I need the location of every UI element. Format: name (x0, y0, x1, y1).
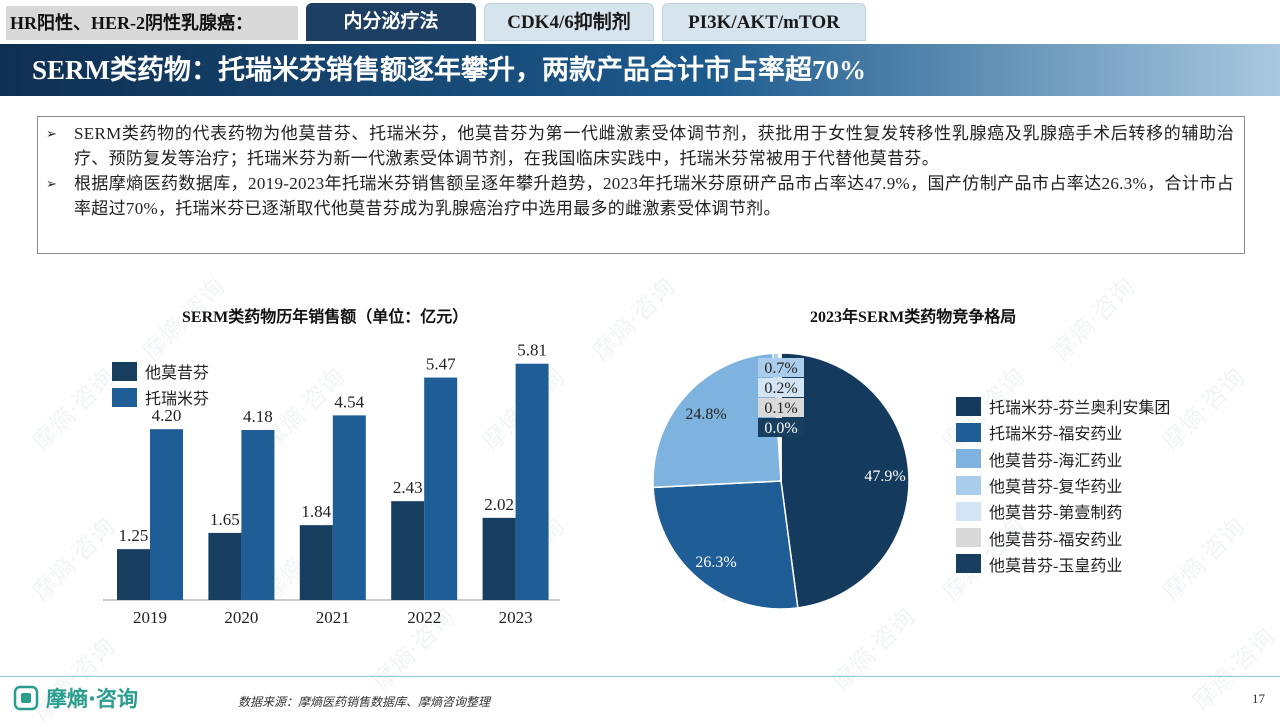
legend-swatch (956, 554, 981, 574)
bar-value-label: 1.65 (210, 510, 240, 529)
bar-value-label: 1.25 (119, 526, 149, 545)
legend-item: 他莫昔芬-第壹制药 (956, 498, 1170, 524)
pie-slice (652, 480, 799, 610)
tab-pi3k-akt-mtor[interactable]: PI3K/AKT/mTOR (662, 3, 866, 41)
pie-chart-title: 2023年SERM类药物竞争格局 (810, 309, 1017, 326)
legend-swatch (956, 528, 981, 548)
bar (117, 549, 150, 600)
legend-swatch (112, 387, 137, 407)
legend-swatch (956, 422, 981, 442)
pie-label-box (758, 398, 804, 417)
pie-value-label: 0.1% (764, 400, 797, 417)
bar (208, 532, 242, 600)
legend-swatch (956, 396, 981, 416)
tab-cdk46-inhibitors[interactable]: CDK4/6抑制剂 (484, 3, 654, 41)
x-tick-label: 2020 (224, 608, 258, 627)
bar (482, 517, 516, 600)
bar-value-label: 4.54 (334, 392, 364, 411)
pie-value-label: 0.0% (764, 420, 797, 437)
bar (299, 525, 333, 600)
legend-item: 托瑞米芬 (112, 384, 209, 410)
top-tab-bar: HR阳性、HER-2阴性乳腺癌： 内分泌疗法 CDK4/6抑制剂 PI3K/AK… (0, 0, 1280, 44)
section-category-label: HR阳性、HER-2阴性乳腺癌： (6, 6, 298, 40)
legend-item: 他莫昔芬 (112, 358, 209, 384)
bar (515, 363, 549, 600)
legend-label: 托瑞米芬-福安药业 (989, 426, 1123, 444)
pie-label-box (758, 378, 804, 397)
summary-point: ➢ 根据摩熵医药数据库，2019-2023年托瑞米芬销售额呈逐年攀升趋势，202… (46, 171, 1234, 221)
summary-point: ➢ SERM类药物的代表药物为他莫昔芬、托瑞米芬，他莫昔芬为第一代雌激素受体调节… (46, 121, 1234, 171)
pie-slice (652, 352, 782, 489)
legend-label: 他莫昔芬-海汇药业 (989, 452, 1123, 470)
legend-swatch (956, 475, 981, 495)
logo-icon (13, 685, 39, 711)
pie-value-label: 47.9% (864, 468, 905, 485)
bar-value-label: 1.84 (301, 502, 331, 521)
legend-swatch (956, 449, 981, 469)
pie-label-box (758, 358, 804, 377)
legend-label: 他莫昔芬-福安药业 (989, 531, 1123, 549)
x-tick-label: 2019 (133, 608, 167, 627)
bar (332, 415, 366, 600)
legend-label: 他莫昔芬-复华药业 (989, 479, 1123, 497)
legend-label: 他莫昔芬-玉皇药业 (989, 557, 1123, 575)
summary-point-text: SERM类药物的代表药物为他莫昔芬、托瑞米芬，他莫昔芬为第一代雌激素受体调节剂，… (74, 124, 1234, 168)
x-tick-label: 2022 (407, 608, 441, 627)
pie-value-label: 26.3% (695, 554, 736, 571)
summary-box: ➢ SERM类药物的代表药物为他莫昔芬、托瑞米芬，他莫昔芬为第一代雌激素受体调节… (37, 116, 1245, 254)
legend-item: 他莫昔芬-复华药业 (956, 472, 1170, 498)
pie-value-label: 24.8% (685, 406, 726, 423)
legend-label: 他莫昔芬-第壹制药 (989, 505, 1123, 523)
title-banner: SERM类药物：托瑞米芬销售额逐年攀升，两款产品合计市占率超70% (0, 44, 1280, 96)
bar-value-label: 4.18 (243, 407, 273, 426)
pie-value-label: 0.2% (764, 380, 797, 397)
bar-value-label: 5.47 (426, 355, 456, 374)
bar (391, 501, 425, 600)
page-title: SERM类药物：托瑞米芬销售额逐年攀升，两款产品合计市占率超70% (32, 55, 867, 85)
bar-chart-legend: 他莫昔芬 托瑞米芬 (112, 358, 209, 410)
x-tick-label: 2023 (499, 608, 533, 627)
legend-item: 他莫昔芬-玉皇药业 (956, 551, 1170, 577)
pie-chart-legend: 托瑞米芬-芬兰奥利安集团 托瑞米芬-福安药业 他莫昔芬-海汇药业 他莫昔芬-复华药业他… (956, 393, 1170, 577)
legend-swatch (112, 361, 137, 381)
bar (424, 377, 458, 600)
company-logo: 摩熵·咨询 (12, 683, 138, 713)
data-source-note: 数据来源：摩熵医药销售数据库、摩熵咨询整理 (238, 695, 491, 709)
legend-item: 他莫昔芬-海汇药业 (956, 446, 1170, 472)
pie-label-box (758, 418, 804, 437)
bar-value-label: 2.02 (484, 495, 514, 514)
bar (241, 430, 275, 600)
tab-endocrine-therapy[interactable]: 内分泌疗法 (306, 3, 476, 41)
legend-swatch (956, 501, 981, 521)
legend-item: 托瑞米芬-芬兰奥利安集团 (956, 393, 1170, 419)
pie-slice (780, 352, 910, 609)
bar-value-label: 5.81 (517, 341, 547, 360)
page-number: 17 (1252, 691, 1265, 706)
legend-label: 托瑞米芬 (145, 391, 210, 408)
summary-point-text: 根据摩熵医药数据库，2019-2023年托瑞米芬销售额呈逐年攀升趋势，2023年… (74, 174, 1234, 218)
bar-value-label: 4.20 (152, 406, 182, 425)
bar (150, 429, 183, 600)
legend-label: 他莫昔芬 (145, 365, 210, 382)
legend-label: 托瑞米芬-芬兰奥利安集团 (989, 400, 1171, 418)
footer-divider (0, 676, 1280, 677)
bullet-arrow-icon: ➢ (46, 176, 58, 191)
legend-item: 他莫昔芬-福安药业 (956, 524, 1170, 550)
x-tick-label: 2021 (316, 608, 350, 627)
legend-item: 托瑞米芬-福安药业 (956, 419, 1170, 445)
bar-value-label: 2.43 (393, 478, 423, 497)
bullet-arrow-icon: ➢ (46, 126, 58, 141)
logo-wordmark: 摩熵·咨询 (46, 687, 138, 711)
pie-value-label: 0.7% (764, 360, 797, 377)
bar-chart-title: SERM类药物历年销售额（单位：亿元） (182, 309, 469, 326)
